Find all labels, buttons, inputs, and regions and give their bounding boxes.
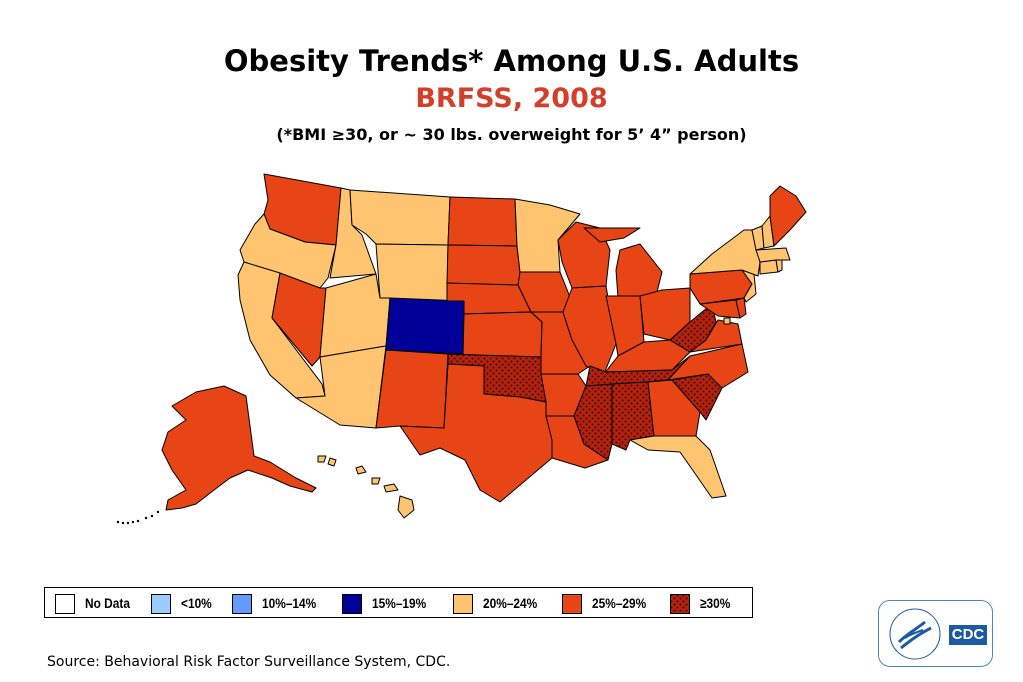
state-mn[interactable] — [514, 198, 581, 273]
state-me[interactable] — [769, 185, 807, 247]
state-fl[interactable] — [629, 435, 727, 499]
legend-swatch-10-14 — [232, 594, 252, 614]
legend-swatch-25-29 — [562, 594, 582, 614]
hhs-seal-icon — [889, 608, 941, 660]
source-note: Source: Behavioral Risk Factor Surveilla… — [47, 654, 451, 670]
legend-label: No Data — [85, 595, 130, 611]
state-ks[interactable] — [462, 311, 543, 358]
legend-swatch-20-24 — [453, 594, 473, 614]
map-subtitle: BRFSS, 2008 — [415, 83, 608, 114]
legend-label: ≥30% — [700, 595, 731, 611]
state-ma[interactable] — [755, 247, 791, 263]
cdc-logo-text: CDC — [949, 625, 987, 645]
state-ak[interactable] — [161, 385, 317, 511]
legend-label: 25%–29% — [592, 595, 647, 611]
map-title: Obesity Trends* Among U.S. Adults — [223, 44, 800, 78]
map-legend: No Data <10% 10%–14% 15%–19% 20%–24% 25%… — [44, 587, 753, 618]
legend-swatch-lt10 — [151, 594, 171, 614]
state-dc[interactable] — [723, 317, 731, 325]
state-ny[interactable] — [689, 229, 761, 277]
legend-swatch-15-19 — [342, 594, 362, 614]
cdc-logo: CDC — [878, 600, 993, 667]
state-nm[interactable] — [375, 349, 449, 429]
state-wy[interactable] — [375, 243, 449, 302]
map-note: (*BMI ≥30, or ~ 30 lbs. overweight for 5… — [276, 125, 747, 144]
state-or[interactable] — [239, 213, 337, 289]
legend-label: 20%–24% — [483, 595, 538, 611]
legend-label: <10% — [181, 595, 212, 611]
state-wv[interactable] — [669, 303, 717, 353]
state-nc[interactable] — [667, 343, 749, 389]
legend-swatch-no-data — [55, 594, 75, 614]
state-co[interactable] — [385, 297, 465, 355]
state-sd[interactable] — [446, 244, 521, 286]
state-tx[interactable] — [399, 363, 553, 503]
legend-swatch-30plus — [670, 594, 690, 614]
legend-label: 15%–19% — [372, 595, 427, 611]
legend-label: 10%–14% — [262, 595, 317, 611]
state-mt[interactable] — [349, 189, 451, 246]
state-nd[interactable] — [447, 196, 518, 247]
state-hi[interactable] — [317, 455, 415, 519]
